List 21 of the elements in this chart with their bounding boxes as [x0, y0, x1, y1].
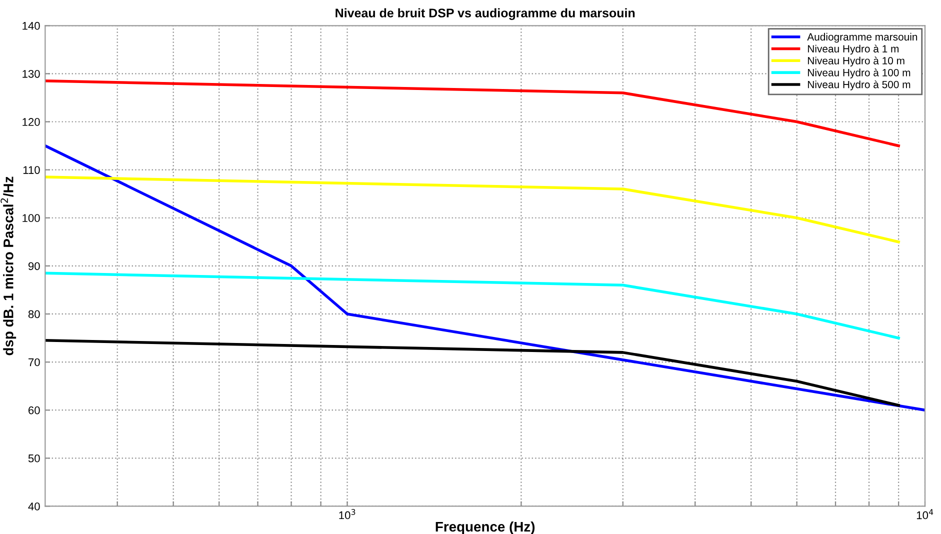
- y-axis-title: dsp dB. 1 micro Pascal$^{2}$/Hz: [0, 176, 16, 356]
- chart-title: Niveau de bruit DSP vs audiogramme du marsouin: [336, 8, 635, 20]
- y-tick-label: 130: [22, 70, 40, 78]
- legend-label: Audiogramme marsouin: [807, 32, 918, 43]
- y-tick-label: 120: [22, 118, 40, 126]
- y-tick-label: 70: [28, 358, 40, 366]
- y-tick-label: 110: [23, 166, 40, 174]
- y-tick-label: 140: [22, 22, 40, 30]
- y-tick-label: 50: [28, 454, 40, 462]
- x-tick-label: 10$^{3}$: [339, 509, 356, 520]
- legend-label: Niveau Hydro à 100 m: [808, 68, 910, 78]
- y-tick-label: 60: [28, 406, 40, 414]
- y-tick-label: 100: [22, 214, 40, 222]
- y-tick-label: 80: [28, 310, 40, 318]
- legend-label: Niveau Hydro à 1 m: [808, 44, 898, 55]
- x-tick-label: 10$^{4}$: [916, 509, 934, 520]
- legend-label: Niveau Hydro à 500 m: [808, 80, 910, 90]
- y-tick-label: 90: [28, 262, 40, 270]
- legend-label: Niveau Hydro à 10 m: [808, 56, 904, 66]
- y-tick-label: 40: [28, 502, 40, 510]
- x-axis-title: Frequence (Hz): [436, 521, 535, 534]
